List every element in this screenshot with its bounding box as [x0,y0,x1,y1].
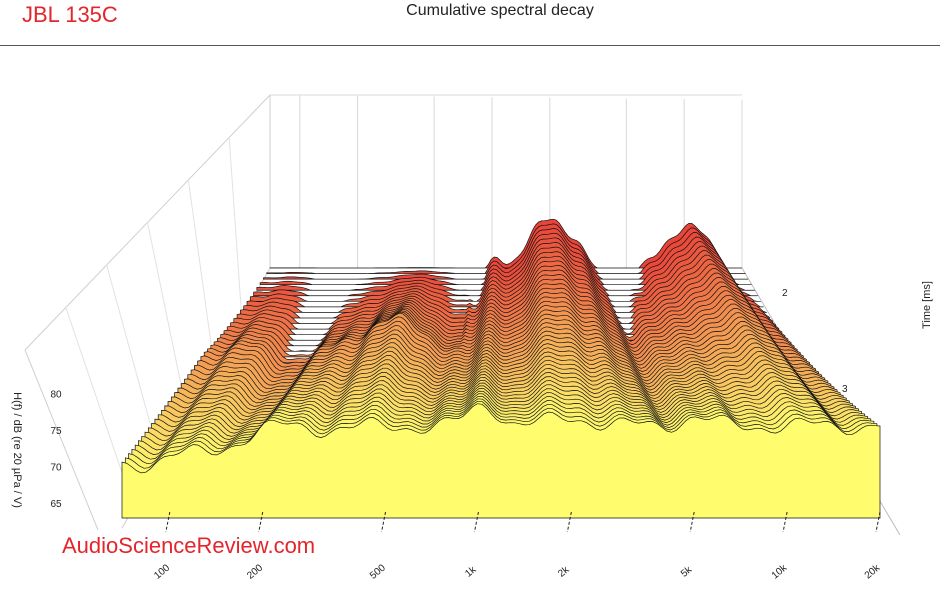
x-tick-label: 1k [463,564,479,580]
y-axis-label: H(f) / dB (re 20 µPa / V) [11,392,23,508]
x-tick-label: 10k [770,562,790,581]
y-tick-label: 80 [50,390,62,401]
z-tick-label: 3 [842,384,848,395]
y-tick-label: 75 [50,426,62,437]
decay-slices [121,218,881,519]
y-tick-label: 65 [50,499,62,510]
y-tick-label: 70 [50,463,62,474]
x-tick-label: 200 [245,562,265,581]
x-tick-line [258,511,264,533]
header-divider [0,45,940,46]
z-axis-label: Time [ms] [921,281,933,329]
decay-slice [230,274,780,336]
watermark: AudioScienceReview.com [62,533,316,558]
z-tick-label: 2 [782,288,788,299]
x-tick-label: 100 [152,562,172,581]
x-tick-label: 2k [556,564,572,580]
x-tick-line [165,511,171,533]
x-tick-line [381,511,387,533]
x-tick-line [566,511,572,533]
x-tick-line [473,511,479,533]
decay-slice [121,403,881,519]
x-tick-line [689,511,695,533]
x-tick-label: 5k [679,564,695,580]
x-tick-label: 500 [368,562,388,581]
x-tick-label: 20k [863,562,883,581]
x-tick-line [875,511,881,533]
product-title: JBL 135C [22,2,118,27]
x-tick-line [782,511,788,533]
chart-title: Cumulative spectral decay [406,2,594,19]
